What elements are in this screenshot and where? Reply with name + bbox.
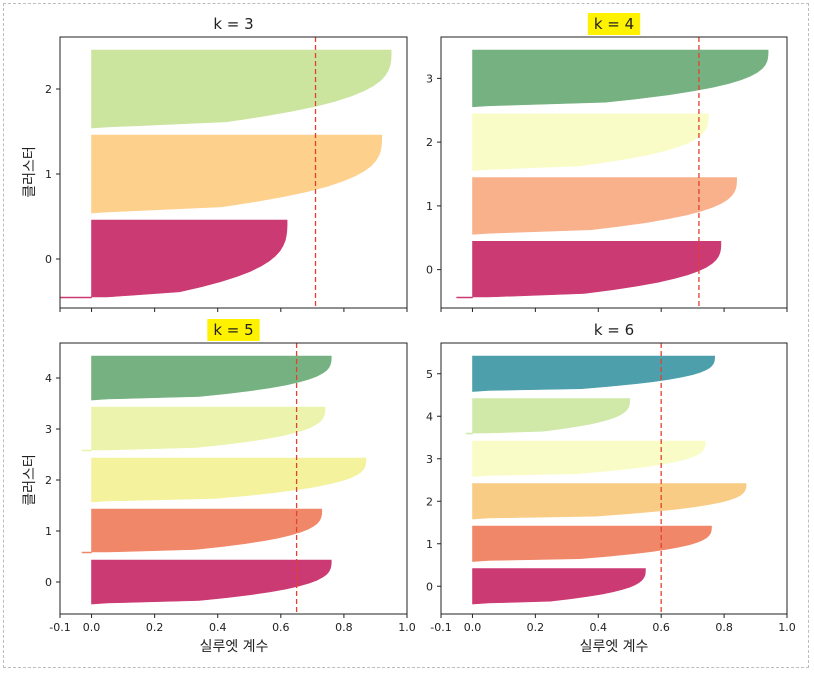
silhouette-cluster-3 <box>472 440 706 477</box>
silhouette-cluster-1 <box>472 525 712 562</box>
silhouette-cluster-2 <box>472 113 709 171</box>
axes-frame <box>440 36 788 309</box>
silhouette-cluster-3 <box>472 49 769 108</box>
subplot-title: k = 5 <box>213 321 253 339</box>
silhouette-cluster-4 <box>465 398 631 435</box>
x-tick-label: 1.0 <box>778 621 796 634</box>
silhouette-cluster-1 <box>81 508 323 554</box>
y-tick-label: 1 <box>45 168 52 181</box>
y-tick-label: 2 <box>45 83 52 96</box>
x-tick-label: 0.8 <box>335 621 353 634</box>
silhouette-cluster-1 <box>91 134 383 214</box>
axes-frame <box>440 342 788 615</box>
y-tick-label: 2 <box>426 136 433 149</box>
x-tick-label: 0.0 <box>464 621 482 634</box>
y-tick-label: 2 <box>426 495 433 508</box>
x-tick-label: 1.0 <box>398 621 416 634</box>
x-tick-label: 0.6 <box>272 621 290 634</box>
y-tick-label: 4 <box>45 372 52 385</box>
title-highlight <box>207 319 260 341</box>
axes-frame <box>59 36 408 309</box>
silhouette-cluster-0 <box>456 241 722 299</box>
silhouette-cluster-2 <box>472 483 747 520</box>
figure-frame <box>3 3 809 668</box>
subplot-title: k = 3 <box>213 15 253 33</box>
y-tick-label: 3 <box>426 453 433 466</box>
y-tick-label: 1 <box>45 525 52 538</box>
y-axis-label-bottom: 클러스터 <box>22 454 38 506</box>
y-tick-label: 2 <box>45 474 52 487</box>
y-tick-label: 0 <box>426 264 433 277</box>
x-tick-label: 0.4 <box>209 621 227 634</box>
subplot-title: k = 6 <box>594 321 634 339</box>
silhouette-cluster-2 <box>91 49 392 129</box>
x-tick-label: 0.0 <box>83 621 101 634</box>
x-axis-label-right: 실루엣 계수 <box>580 639 649 655</box>
y-tick-label: 4 <box>426 410 433 423</box>
subplot-k4: k = 4 0 1 2 3 <box>426 13 788 312</box>
axes-frame <box>59 342 408 615</box>
silhouette-cluster-5 <box>472 355 716 392</box>
x-tick-label: -0.1 <box>430 621 451 634</box>
subplot-k6: k = 6 0 1 2 3 4 5 -0.1 0.0 0.2 0.4 0.6 0.8 1.0 <box>426 321 796 634</box>
y-tick-label: 3 <box>45 423 52 436</box>
x-tick-label: 0.2 <box>146 621 164 634</box>
silhouette-cluster-0 <box>472 568 646 605</box>
silhouette-cluster-4 <box>91 355 332 401</box>
x-tick-label: 0.6 <box>652 621 670 634</box>
subplot-k5: k = 5 0 1 2 3 4 -0.1 0.0 0.2 0.4 0.6 0.8 1.0 <box>45 319 416 634</box>
y-tick-label: 5 <box>426 368 433 381</box>
x-tick-label: 0.2 <box>527 621 545 634</box>
title-highlight <box>587 13 641 35</box>
y-tick-label: 0 <box>45 253 52 266</box>
y-tick-label: 1 <box>426 200 433 213</box>
y-tick-label: 1 <box>426 538 433 551</box>
silhouette-cluster-2 <box>91 457 367 503</box>
subplot-title: k = 4 <box>594 15 634 33</box>
y-tick-label: 0 <box>426 580 433 593</box>
x-tick-label: -0.1 <box>49 621 70 634</box>
x-tick-label: 0.4 <box>590 621 608 634</box>
y-tick-label: 3 <box>426 72 433 85</box>
silhouette-cluster-0 <box>91 559 332 605</box>
silhouette-cluster-0 <box>59 219 288 299</box>
silhouette-cluster-3 <box>81 406 326 452</box>
y-tick-label: 0 <box>45 576 52 589</box>
subplot-k3: k = 3 0 1 2 <box>45 15 408 312</box>
x-tick-label: 0.8 <box>715 621 733 634</box>
x-axis-label-left: 실루엣 계수 <box>200 639 269 655</box>
y-axis-label-top: 클러스터 <box>22 146 38 198</box>
silhouette-cluster-1 <box>472 177 738 235</box>
